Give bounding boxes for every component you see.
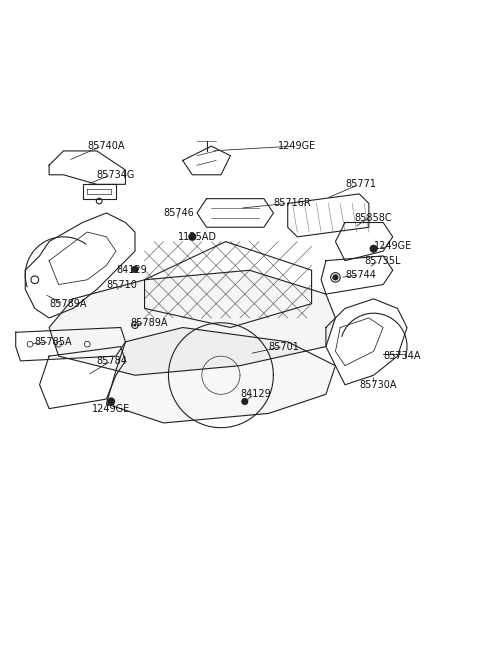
Text: 85785A: 85785A bbox=[35, 337, 72, 346]
Text: 85771: 85771 bbox=[345, 179, 376, 189]
Text: 85858C: 85858C bbox=[355, 213, 392, 223]
Polygon shape bbox=[49, 271, 336, 375]
Text: 1249GE: 1249GE bbox=[373, 242, 412, 252]
Text: 1249GE: 1249GE bbox=[92, 403, 130, 413]
Text: 85789A: 85789A bbox=[49, 299, 86, 309]
Text: 84129: 84129 bbox=[240, 389, 271, 400]
Text: 85735L: 85735L bbox=[364, 255, 401, 266]
Circle shape bbox=[242, 399, 248, 404]
Text: 84129: 84129 bbox=[116, 265, 147, 275]
Text: 85716R: 85716R bbox=[274, 198, 311, 208]
Text: 85740A: 85740A bbox=[87, 141, 125, 151]
Text: 85710: 85710 bbox=[107, 280, 137, 290]
Text: 85789A: 85789A bbox=[130, 318, 168, 328]
Text: 85744: 85744 bbox=[345, 270, 376, 280]
Text: 85746: 85746 bbox=[164, 208, 194, 218]
Text: 85701: 85701 bbox=[269, 342, 300, 352]
Circle shape bbox=[189, 233, 196, 240]
Text: 1125AD: 1125AD bbox=[178, 232, 217, 242]
Text: 85734G: 85734G bbox=[97, 170, 135, 179]
Text: 1249GE: 1249GE bbox=[278, 141, 316, 151]
Circle shape bbox=[333, 275, 338, 280]
Text: 85730A: 85730A bbox=[360, 380, 397, 390]
Circle shape bbox=[370, 246, 377, 252]
Circle shape bbox=[132, 267, 138, 272]
Text: 85734A: 85734A bbox=[383, 351, 420, 361]
Polygon shape bbox=[107, 328, 336, 423]
Text: 85784: 85784 bbox=[97, 356, 128, 366]
Circle shape bbox=[133, 324, 136, 327]
Circle shape bbox=[108, 398, 115, 405]
